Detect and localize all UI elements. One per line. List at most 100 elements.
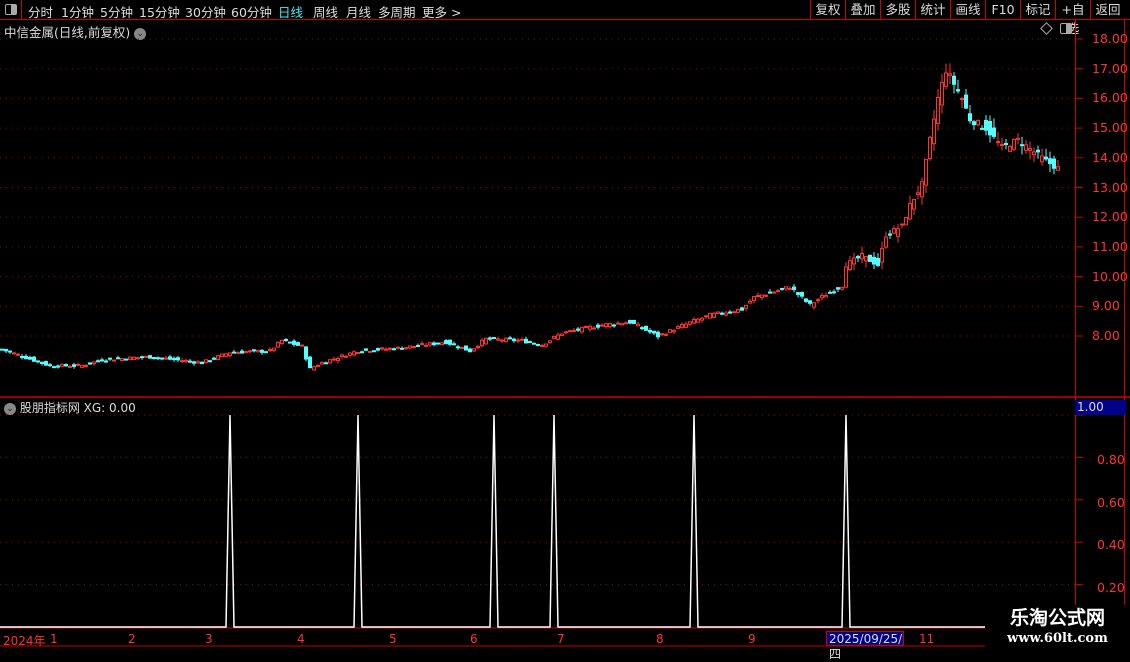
panel-toggle-icon[interactable] xyxy=(1060,23,1072,34)
period-tab-7[interactable]: 周线 xyxy=(313,5,339,20)
month-label: 5 xyxy=(389,632,397,646)
period-tab-5[interactable]: 60分钟 xyxy=(231,5,272,20)
indicator-label: 股朋指标网 XG: 0.00 xyxy=(19,401,136,415)
chevron-down-icon[interactable]: ⌄ xyxy=(134,27,147,40)
candle-body xyxy=(908,203,912,220)
period-tab-0[interactable]: 分时 xyxy=(28,5,54,20)
candle-body xyxy=(816,299,820,302)
candle-body xyxy=(464,345,468,351)
candle-body xyxy=(384,348,388,351)
candle-body xyxy=(428,342,432,346)
candle-body xyxy=(100,359,104,362)
toolbar-button-2[interactable]: 多股 xyxy=(880,0,915,20)
candle-body xyxy=(276,341,280,348)
candle-body xyxy=(324,362,328,365)
candle-body xyxy=(644,325,648,331)
candle-body xyxy=(188,360,192,363)
indicator-tick-label: 0.80 xyxy=(1097,452,1125,467)
period-tab-9[interactable]: 多周期 xyxy=(378,5,416,20)
candle-body xyxy=(224,353,228,357)
candle-body xyxy=(1032,151,1036,156)
candle-body xyxy=(312,366,316,371)
candle-body xyxy=(32,356,36,362)
candle-body xyxy=(412,345,416,348)
candle-body xyxy=(392,348,396,351)
toolbar-button-0[interactable]: 复权 xyxy=(810,0,845,20)
candle-body xyxy=(8,350,12,353)
candle-body xyxy=(1044,156,1048,160)
candle-body xyxy=(248,350,252,353)
candle-body xyxy=(508,337,512,340)
candle-body xyxy=(124,358,128,361)
period-tab-10[interactable]: 更多 > xyxy=(422,5,462,20)
candle-body xyxy=(480,339,484,347)
candle-body xyxy=(952,75,956,85)
candle-body xyxy=(704,315,708,318)
candle-body xyxy=(856,256,860,259)
candle-body xyxy=(976,119,980,126)
panel-icon xyxy=(5,4,17,15)
period-tab-8[interactable]: 月线 xyxy=(346,5,372,20)
candle-body xyxy=(712,312,716,318)
candle-body xyxy=(24,355,28,360)
candle-body xyxy=(336,358,340,362)
period-tab-3[interactable]: 15分钟 xyxy=(139,5,180,20)
candle-body xyxy=(900,223,904,226)
candle-body xyxy=(664,333,668,336)
candle-body xyxy=(728,311,732,314)
candle-body xyxy=(540,344,544,347)
candle-body xyxy=(196,361,200,364)
toolbar-button-5[interactable]: F10 xyxy=(985,0,1020,20)
candle-body xyxy=(584,325,588,328)
candle-body xyxy=(944,72,948,87)
chevron-down-icon[interactable]: ⌄ xyxy=(4,402,16,415)
candle-body xyxy=(328,359,332,364)
candle-body xyxy=(520,338,524,341)
toolbar-button-3[interactable]: 统计 xyxy=(915,0,950,20)
candle-body xyxy=(348,352,352,356)
candle-body xyxy=(748,300,752,304)
candle-body xyxy=(468,348,472,353)
candle-body xyxy=(60,363,64,367)
candle-body xyxy=(112,359,116,362)
candle-body xyxy=(1008,145,1012,152)
candle-body xyxy=(492,337,496,340)
candle-body xyxy=(420,343,424,346)
candle-body xyxy=(388,347,392,350)
indicator-tick-label: 0.60 xyxy=(1097,494,1125,510)
month-label: 8 xyxy=(656,632,664,646)
month-label: 1 xyxy=(50,632,58,646)
toolbar-button-4[interactable]: 画线 xyxy=(950,0,985,20)
period-tab-6[interactable]: 日线 xyxy=(278,5,304,20)
candle-body xyxy=(636,323,640,327)
candle-body xyxy=(956,89,960,92)
period-tab-2[interactable]: 5分钟 xyxy=(100,5,133,20)
indicator-tick-label: 0.40 xyxy=(1097,537,1125,552)
candle-body xyxy=(460,346,464,349)
candle-body xyxy=(204,359,208,364)
candle-body xyxy=(144,355,148,358)
candle-body xyxy=(632,319,636,324)
candle-body xyxy=(832,291,836,294)
candle-body xyxy=(888,233,892,236)
toolbar-button-1[interactable]: 叠加 xyxy=(845,0,880,20)
toolbar-button-8[interactable]: 返回 xyxy=(1090,0,1125,20)
candle-body xyxy=(280,339,284,345)
candle-body xyxy=(88,362,92,365)
chart-title: 中信金属(日线,前复权) ⌄ xyxy=(4,22,147,41)
sidebar-toggle-button[interactable] xyxy=(0,0,22,20)
candle-body xyxy=(340,354,344,358)
candle-body xyxy=(548,340,552,343)
period-tab-1[interactable]: 1分钟 xyxy=(61,5,94,20)
candle-body xyxy=(552,336,556,339)
candle-body xyxy=(136,357,140,360)
candle-body xyxy=(720,312,724,315)
candle-body xyxy=(724,312,728,316)
candle-body xyxy=(940,82,944,106)
candle-body xyxy=(964,94,968,109)
period-tab-4[interactable]: 30分钟 xyxy=(185,5,226,20)
toolbar-button-6[interactable]: 标记 xyxy=(1020,0,1055,20)
candle-body xyxy=(184,359,188,362)
candle-body xyxy=(444,340,448,345)
